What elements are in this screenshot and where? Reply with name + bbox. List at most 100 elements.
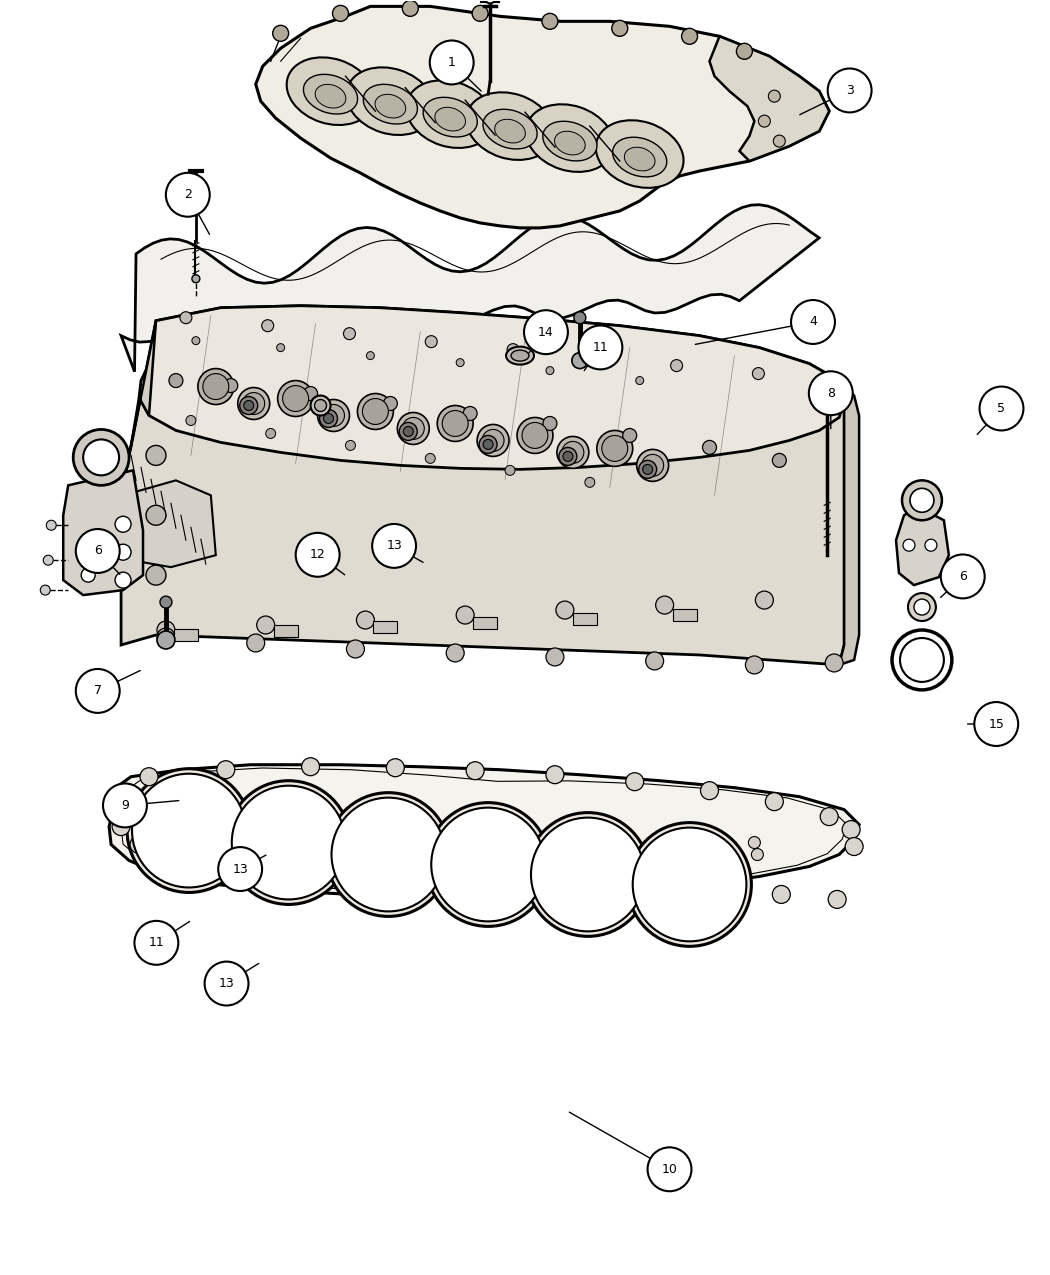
Text: 5: 5 — [998, 402, 1006, 414]
Circle shape — [845, 838, 863, 856]
Polygon shape — [256, 6, 830, 228]
Text: 8: 8 — [826, 386, 835, 400]
Text: 4: 4 — [810, 315, 817, 329]
Ellipse shape — [612, 138, 667, 177]
Polygon shape — [139, 306, 844, 469]
Circle shape — [456, 358, 464, 367]
Polygon shape — [121, 321, 156, 497]
Circle shape — [299, 853, 317, 872]
Circle shape — [463, 407, 477, 421]
Circle shape — [116, 572, 131, 588]
Circle shape — [828, 890, 846, 908]
Circle shape — [345, 440, 356, 450]
Circle shape — [134, 921, 178, 965]
Circle shape — [81, 533, 96, 547]
Circle shape — [524, 310, 568, 354]
Circle shape — [469, 866, 487, 884]
Circle shape — [532, 862, 544, 875]
Circle shape — [327, 793, 450, 917]
Circle shape — [261, 320, 274, 332]
Circle shape — [74, 430, 129, 486]
Circle shape — [482, 430, 504, 451]
Text: 3: 3 — [845, 84, 854, 97]
Circle shape — [648, 1148, 692, 1191]
Circle shape — [311, 395, 331, 416]
Circle shape — [446, 644, 464, 662]
Circle shape — [522, 422, 548, 449]
Circle shape — [542, 13, 558, 29]
Circle shape — [425, 335, 437, 348]
Text: 13: 13 — [218, 977, 234, 991]
Text: 2: 2 — [184, 189, 192, 201]
Ellipse shape — [435, 107, 465, 131]
Circle shape — [505, 465, 516, 476]
Text: 7: 7 — [93, 685, 102, 697]
Text: 6: 6 — [959, 570, 967, 583]
Text: 14: 14 — [538, 325, 553, 339]
Polygon shape — [374, 621, 397, 632]
Circle shape — [323, 413, 334, 423]
Circle shape — [244, 400, 254, 411]
Circle shape — [546, 766, 564, 784]
Circle shape — [333, 840, 344, 853]
Circle shape — [192, 337, 200, 344]
Circle shape — [626, 773, 644, 790]
Circle shape — [158, 819, 170, 830]
Circle shape — [758, 115, 771, 128]
Circle shape — [233, 843, 245, 854]
Ellipse shape — [483, 110, 538, 149]
Circle shape — [910, 488, 933, 513]
Circle shape — [158, 631, 175, 649]
Circle shape — [765, 793, 783, 811]
Circle shape — [301, 757, 319, 775]
Ellipse shape — [495, 120, 525, 143]
Circle shape — [146, 565, 166, 585]
Circle shape — [180, 311, 192, 324]
Circle shape — [76, 529, 120, 572]
Circle shape — [237, 388, 270, 419]
Circle shape — [549, 871, 567, 889]
Circle shape — [103, 783, 147, 827]
Circle shape — [908, 593, 936, 621]
Circle shape — [333, 853, 344, 866]
Ellipse shape — [375, 94, 405, 119]
Circle shape — [555, 601, 574, 620]
Ellipse shape — [406, 80, 495, 148]
Circle shape — [612, 20, 628, 36]
Circle shape — [702, 440, 716, 454]
Polygon shape — [474, 617, 497, 629]
Circle shape — [556, 436, 589, 468]
Circle shape — [900, 638, 944, 682]
Ellipse shape — [363, 84, 418, 124]
Circle shape — [76, 669, 120, 713]
Circle shape — [485, 0, 496, 4]
Polygon shape — [123, 481, 216, 567]
Text: 6: 6 — [93, 544, 102, 557]
Ellipse shape — [506, 347, 534, 365]
Circle shape — [247, 634, 265, 652]
Circle shape — [224, 379, 237, 393]
Text: 12: 12 — [310, 548, 326, 561]
Circle shape — [282, 385, 309, 412]
Circle shape — [635, 376, 644, 385]
Circle shape — [585, 477, 594, 487]
Circle shape — [402, 0, 418, 17]
Circle shape — [346, 640, 364, 658]
Circle shape — [233, 829, 245, 840]
Ellipse shape — [423, 97, 478, 136]
Polygon shape — [63, 470, 143, 595]
Circle shape — [769, 91, 780, 102]
Ellipse shape — [346, 68, 435, 135]
Circle shape — [433, 866, 444, 877]
Circle shape — [517, 417, 553, 454]
Circle shape — [531, 817, 645, 931]
Circle shape — [596, 431, 633, 467]
Circle shape — [483, 440, 493, 449]
Circle shape — [563, 451, 573, 462]
Circle shape — [709, 882, 727, 900]
Circle shape — [383, 397, 397, 411]
Circle shape — [218, 847, 262, 891]
Ellipse shape — [315, 84, 345, 108]
Circle shape — [43, 555, 54, 565]
Circle shape — [477, 425, 509, 456]
